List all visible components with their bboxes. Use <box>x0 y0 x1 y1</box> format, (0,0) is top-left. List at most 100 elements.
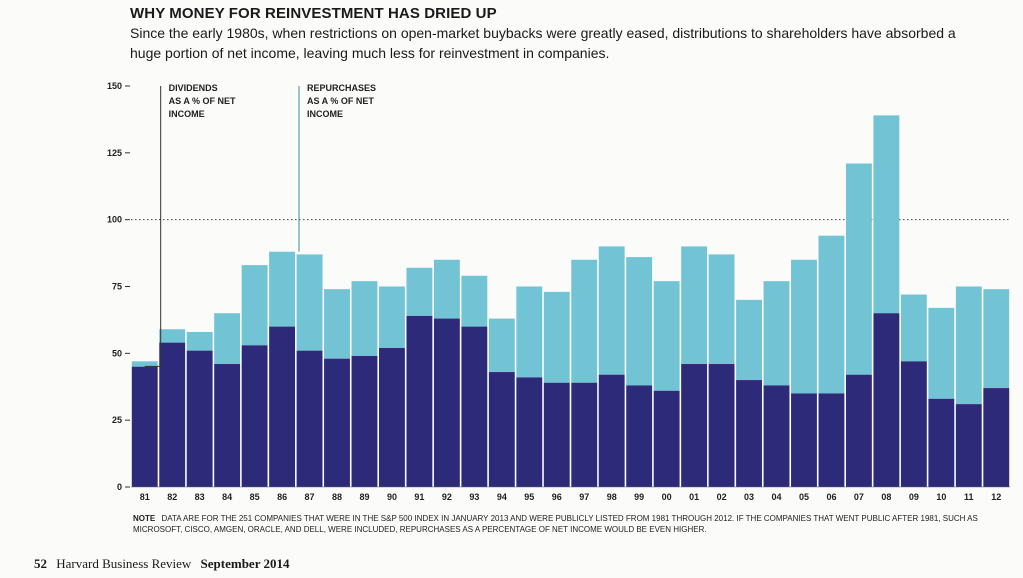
bar-dividends-83 <box>186 350 213 487</box>
y-tick-label: 75 <box>112 282 122 292</box>
bar-dividends-94 <box>488 372 515 487</box>
bar-repurchases-02 <box>708 254 735 365</box>
x-tick-label: 00 <box>662 492 672 502</box>
dividends-leader-line <box>144 86 162 367</box>
bar-repurchases-93 <box>461 275 488 327</box>
x-tick-label: 05 <box>799 492 809 502</box>
bar-dividends-85 <box>241 345 268 487</box>
bar-repurchases-12 <box>983 289 1010 389</box>
bar-repurchases-88 <box>324 289 350 359</box>
repurchases-annotation-line: INCOME <box>307 109 343 119</box>
x-tick-label: 07 <box>854 492 864 502</box>
bar-dividends-04 <box>763 385 790 487</box>
x-tick-label: 10 <box>936 492 946 502</box>
bar-repurchases-01 <box>681 246 708 365</box>
x-tick-label: 06 <box>826 492 836 502</box>
bar-repurchases-03 <box>736 299 762 381</box>
bar-dividends-96 <box>543 382 570 487</box>
dividends-annotation-line: INCOME <box>169 109 205 119</box>
bar-repurchases-94 <box>488 318 515 373</box>
x-tick-label: 96 <box>552 492 562 502</box>
y-tick-label: 100 <box>107 215 122 225</box>
bar-repurchases-09 <box>900 294 927 362</box>
bar-repurchases-87 <box>296 254 323 351</box>
bar-dividends-91 <box>406 315 433 487</box>
bar-dividends-89 <box>351 356 378 487</box>
x-axis: 81 82 83 84 85 86 87 88 89 90 91 92 93 94 95 96 97 98 99 00… <box>131 486 1010 502</box>
x-tick-label: 88 <box>332 492 342 502</box>
x-tick-label: 98 <box>607 492 617 502</box>
bar-repurchases-81 <box>131 361 158 367</box>
x-tick-label: 04 <box>772 492 782 502</box>
bar-dividends-84 <box>214 364 241 487</box>
bar-repurchases-91 <box>406 267 433 316</box>
bar-repurchases-98 <box>598 246 625 375</box>
x-tick-label: 08 <box>881 492 891 502</box>
bar-dividends-08 <box>873 313 900 487</box>
x-tick-label: 12 <box>991 492 1001 502</box>
chart-title: WHY MONEY FOR REINVESTMENT HAS DRIED UP <box>130 5 497 22</box>
repurchases-annotation-line: REPURCHASES <box>307 83 376 93</box>
y-tick-label: 50 <box>112 348 122 358</box>
bar-dividends-98 <box>598 374 625 487</box>
bar-repurchases-97 <box>571 259 598 383</box>
bar-dividends-03 <box>736 380 762 487</box>
bar-repurchases-99 <box>626 257 653 386</box>
bar-repurchases-06 <box>818 235 845 394</box>
y-tick-label: 150 <box>107 81 122 91</box>
bar-repurchases-07 <box>845 163 872 375</box>
bar-repurchases-84 <box>214 313 241 365</box>
x-tick-label: 95 <box>524 492 534 502</box>
issue-date: September 2014 <box>200 556 290 571</box>
x-tick-label: 90 <box>387 492 397 502</box>
x-tick-label: 11 <box>964 492 974 502</box>
x-tick-label: 02 <box>717 492 727 502</box>
bar-repurchases-82 <box>159 329 186 343</box>
bar-dividends-95 <box>516 377 543 487</box>
bar-repurchases-08 <box>873 115 900 314</box>
bar-dividends-87 <box>296 350 323 487</box>
bar-repurchases-04 <box>763 281 790 386</box>
bar-repurchases-89 <box>351 281 378 357</box>
bar-dividends-07 <box>845 374 872 487</box>
bar-dividends-10 <box>928 398 955 487</box>
x-tick-label: 91 <box>414 492 424 502</box>
bar-dividends-99 <box>626 385 653 487</box>
bar-repurchases-90 <box>379 286 405 348</box>
footnote-text: DATA ARE FOR THE 251 COMPANIES THAT WERE… <box>133 514 978 534</box>
bar-dividends-06 <box>818 393 845 487</box>
bar-dividends-90 <box>379 347 405 487</box>
bar-dividends-02 <box>708 364 735 487</box>
x-tick-label: 92 <box>442 492 452 502</box>
x-tick-label: 84 <box>222 492 232 502</box>
bar-dividends-05 <box>791 393 817 487</box>
bar-repurchases-95 <box>516 286 543 378</box>
publication-name: Harvard Business Review <box>56 556 192 571</box>
x-tick-label: 87 <box>305 492 315 502</box>
annotations: DIVIDENDS AS A % OF NET INCOME REPURCHASES A… <box>144 83 376 367</box>
dividends-annotation-line: AS A % OF NET <box>169 96 236 106</box>
x-tick-label: 01 <box>689 492 699 502</box>
bar-repurchases-83 <box>186 331 213 351</box>
bar-dividends-12 <box>983 388 1010 487</box>
bar-dividends-00 <box>653 390 680 487</box>
bar-dividends-81 <box>131 366 158 487</box>
y-tick-label: 0 <box>117 482 122 492</box>
x-tick-label: 03 <box>744 492 754 502</box>
page-number: 52 <box>34 556 47 571</box>
y-tick-label: 25 <box>112 415 122 425</box>
bar-repurchases-96 <box>543 291 570 383</box>
y-tick-label: 125 <box>107 148 122 158</box>
bar-dividends-97 <box>571 382 598 487</box>
bar-dividends-01 <box>681 364 708 487</box>
bar-repurchases-11 <box>955 286 982 405</box>
bar-repurchases-00 <box>653 281 680 391</box>
bars <box>131 115 1010 487</box>
y-axis: 0 25 50 75 100 125 150 <box>107 81 130 492</box>
bar-dividends-86 <box>269 326 296 487</box>
x-tick-label: 89 <box>359 492 369 502</box>
x-tick-label: 99 <box>634 492 644 502</box>
x-tick-label: 86 <box>277 492 287 502</box>
bar-dividends-92 <box>433 318 460 487</box>
